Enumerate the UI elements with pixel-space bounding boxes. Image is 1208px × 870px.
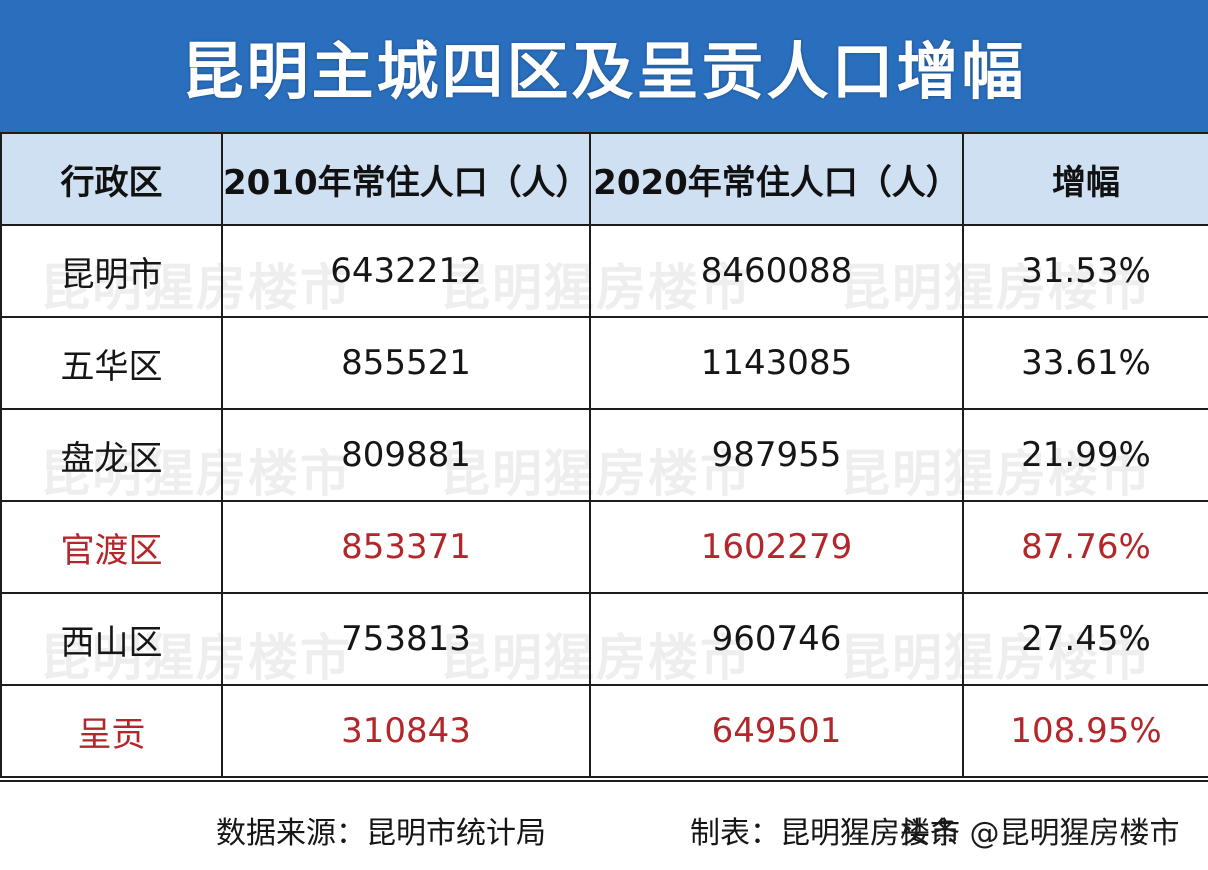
cell-pop-2020: 649501 [589,684,964,778]
platform-credit: 头条 @昆明猩房楼市 [900,816,1180,851]
cell-pop-2010: 753813 [221,592,591,686]
chart-title: 昆明主城四区及呈贡人口增幅 [181,35,1027,108]
cell-pop-2020: 8460088 [589,224,964,318]
header-row: 行政区 2010年常住人口（人） 2020年常住人口（人） 增幅 [0,132,1208,226]
cell-growth: 33.61% [962,316,1208,410]
cell-pop-2020: 1602279 [589,500,964,594]
cell-growth: 31.53% [962,224,1208,318]
title-banner: 昆明主城四区及呈贡人口增幅 [0,0,1208,132]
cell-district: 西山区 [0,592,223,686]
table-row-highlighted: 官渡区 853371 1602279 87.76% [0,500,1208,594]
header-district: 行政区 [0,132,223,226]
header-pop-2010: 2010年常住人口（人） [221,132,591,226]
cell-district: 盘龙区 [0,408,223,502]
cell-pop-2020: 960746 [589,592,964,686]
header-pop-2020: 2020年常住人口（人） [589,132,964,226]
cell-growth: 27.45% [962,592,1208,686]
population-table: 行政区 2010年常住人口（人） 2020年常住人口（人） 增幅 昆明市 643… [0,132,1208,778]
table-row: 盘龙区 809881 987955 21.99% [0,408,1208,502]
header-growth: 增幅 [962,132,1208,226]
cell-pop-2010: 6432212 [221,224,591,318]
table-row: 西山区 753813 960746 27.45% [0,592,1208,686]
cell-pop-2020: 1143085 [589,316,964,410]
table-row-highlighted: 呈贡 310843 649501 108.95% [0,684,1208,778]
cell-pop-2010: 855521 [221,316,591,410]
footer: 数据来源：昆明市统计局 制表：昆明猩房楼市 头条 @昆明猩房楼市 [0,780,1208,870]
cell-district: 昆明市 [0,224,223,318]
cell-pop-2010: 853371 [221,500,591,594]
cell-pop-2010: 809881 [221,408,591,502]
table-row: 五华区 855521 1143085 33.61% [0,316,1208,410]
cell-district: 官渡区 [0,500,223,594]
cell-growth: 108.95% [962,684,1208,778]
cell-pop-2020: 987955 [589,408,964,502]
cell-pop-2010: 310843 [221,684,591,778]
cell-growth: 21.99% [962,408,1208,502]
table-maker: 制表：昆明猩房楼市 [690,816,960,851]
cell-growth: 87.76% [962,500,1208,594]
data-source: 数据来源：昆明市统计局 [216,816,546,851]
table-row: 昆明市 6432212 8460088 31.53% [0,224,1208,318]
cell-district: 呈贡 [0,684,223,778]
cell-district: 五华区 [0,316,223,410]
